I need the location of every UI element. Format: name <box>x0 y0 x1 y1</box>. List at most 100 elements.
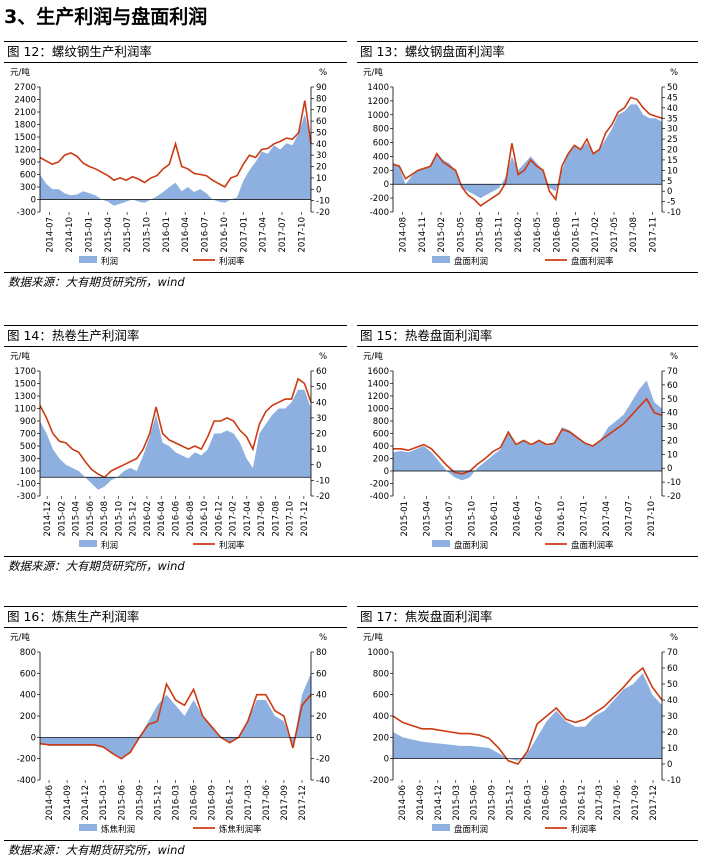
right-tick-label: 5 <box>667 177 672 187</box>
x-tick-label: 2016-12 <box>577 785 587 821</box>
left-tick-label: -100 <box>17 480 36 490</box>
right-tick-label: 0 <box>316 185 321 195</box>
x-tick-label: 2015-08 <box>100 501 110 537</box>
source-note: 数据来源：大有期货研究所，wind <box>8 559 185 573</box>
left-tick-label: -200 <box>370 776 389 786</box>
x-tick-label: 2015-03 <box>99 785 109 821</box>
right-unit-label: % <box>319 352 327 362</box>
x-tick-label: 2015-04 <box>104 217 114 253</box>
legend-label-area: 炼焦利润 <box>101 824 135 835</box>
x-tick-label: 2015-12 <box>506 785 516 821</box>
right-tick-label: 0 <box>667 187 672 197</box>
fig16-title: 图 16：炼焦生产利润率 <box>4 606 347 628</box>
x-tick-label: 2017-03 <box>595 785 605 821</box>
x-tick-label: 2016-10 <box>220 217 230 253</box>
right-tick-label: 30 <box>667 712 678 722</box>
left-tick-label: 600 <box>373 691 389 701</box>
right-tick-label: 25 <box>667 135 678 145</box>
left-tick-label: -400 <box>370 492 389 502</box>
legend-swatch-area <box>432 540 450 547</box>
x-tick-label: 2015-07 <box>123 217 133 253</box>
right-unit-label: % <box>670 352 678 362</box>
left-tick-label: 1300 <box>14 392 36 402</box>
right-tick-label: -10 <box>667 478 681 488</box>
legend-swatch-area <box>432 824 450 831</box>
left-tick-label: 300 <box>20 455 36 465</box>
x-tick-label: 2016-01 <box>162 217 172 253</box>
right-unit-label: % <box>670 68 678 78</box>
series-line-2 <box>392 666 663 765</box>
right-tick-label: 20 <box>316 430 327 440</box>
right-tick-label: 30 <box>316 414 327 424</box>
right-tick-label: 30 <box>667 423 678 433</box>
right-tick-label: 10 <box>667 450 678 460</box>
x-tick-label: 2016-06 <box>190 785 200 821</box>
x-tick-label: 2017-11 <box>648 217 658 253</box>
x-tick-label: 2016-05 <box>533 217 543 253</box>
x-tick-label: 2016-03 <box>524 785 534 821</box>
x-tick-label: 2015-06 <box>117 785 127 821</box>
x-tick-label: 2017-10 <box>286 501 296 537</box>
left-tick-label: 1200 <box>14 146 36 156</box>
x-tick-label: 2017-07 <box>278 217 288 253</box>
left-tick-label: 2100 <box>14 108 36 118</box>
right-tick-label: 80 <box>316 94 327 104</box>
x-tick-label: 2015-10 <box>467 501 477 537</box>
x-tick-label: 2015-09 <box>135 785 145 821</box>
left-tick-label: 900 <box>20 158 36 168</box>
right-tick-label: -10 <box>316 197 330 207</box>
x-tick-label: 2017-12 <box>300 501 310 537</box>
left-tick-label: 500 <box>20 442 36 452</box>
left-tick-label: 0 <box>31 196 36 206</box>
right-tick-label: -40 <box>316 776 330 786</box>
right-tick-label: 15 <box>667 156 678 166</box>
x-tick-label: 2014-12 <box>81 785 91 821</box>
right-tick-label: 35 <box>667 114 678 124</box>
legend-swatch-area <box>79 824 97 831</box>
x-tick-label: 2015-12 <box>153 785 163 821</box>
right-tick-label: -20 <box>667 492 681 502</box>
x-tick-label: 2014-12 <box>43 501 53 537</box>
left-tick-label: -400 <box>17 776 36 786</box>
source-note: 数据来源：大有期货研究所，wind <box>8 275 185 289</box>
x-tick-label: 2016-08 <box>552 217 562 253</box>
left-tick-label: -200 <box>17 755 36 765</box>
x-tick-label: 2017-08 <box>271 501 281 537</box>
x-tick-label: 2016-04 <box>181 217 191 253</box>
x-tick-label: 2014-10 <box>65 217 75 253</box>
series-area-1 <box>393 104 662 199</box>
right-tick-label: -10 <box>316 476 330 486</box>
x-tick-label: 2016-04 <box>512 501 522 537</box>
x-tick-label: 2017-04 <box>259 217 269 253</box>
left-tick-label: 1000 <box>367 405 389 415</box>
x-tick-label: 2017-10 <box>647 501 657 537</box>
legend-label-line: 盘面利润率 <box>571 540 614 551</box>
right-tick-label: 0 <box>316 733 321 743</box>
x-tick-label: 2015-01 <box>400 501 410 537</box>
right-tick-label: 60 <box>316 367 327 377</box>
series-area-1 <box>40 114 311 206</box>
left-unit-label: 元/吨 <box>363 351 383 362</box>
legend-swatch-area <box>79 256 97 263</box>
right-tick-label: 50 <box>667 83 678 93</box>
right-tick-label: 30 <box>316 151 327 161</box>
left-tick-label: -300 <box>17 492 36 502</box>
x-tick-label: 2015-09 <box>488 785 498 821</box>
right-tick-label: 60 <box>667 664 678 674</box>
left-tick-label: 2700 <box>14 83 36 93</box>
legend-label-area: 利润 <box>101 256 118 267</box>
right-tick-label: 50 <box>316 383 327 393</box>
left-tick-label: 200 <box>20 712 36 722</box>
right-tick-label: 80 <box>316 648 327 658</box>
x-tick-label: 2015-10 <box>142 217 152 253</box>
x-tick-label: 2015-03 <box>452 785 462 821</box>
right-tick-label: 90 <box>316 83 327 93</box>
x-tick-label: 2017-12 <box>298 785 308 821</box>
left-tick-label: 0 <box>384 467 389 477</box>
left-unit-label: 元/吨 <box>10 632 30 643</box>
divider <box>4 272 698 273</box>
x-tick-label: 2015-02 <box>437 217 447 253</box>
right-tick-label: 60 <box>316 117 327 127</box>
x-tick-label: 2014-06 <box>398 785 408 821</box>
left-tick-label: 800 <box>373 125 389 135</box>
